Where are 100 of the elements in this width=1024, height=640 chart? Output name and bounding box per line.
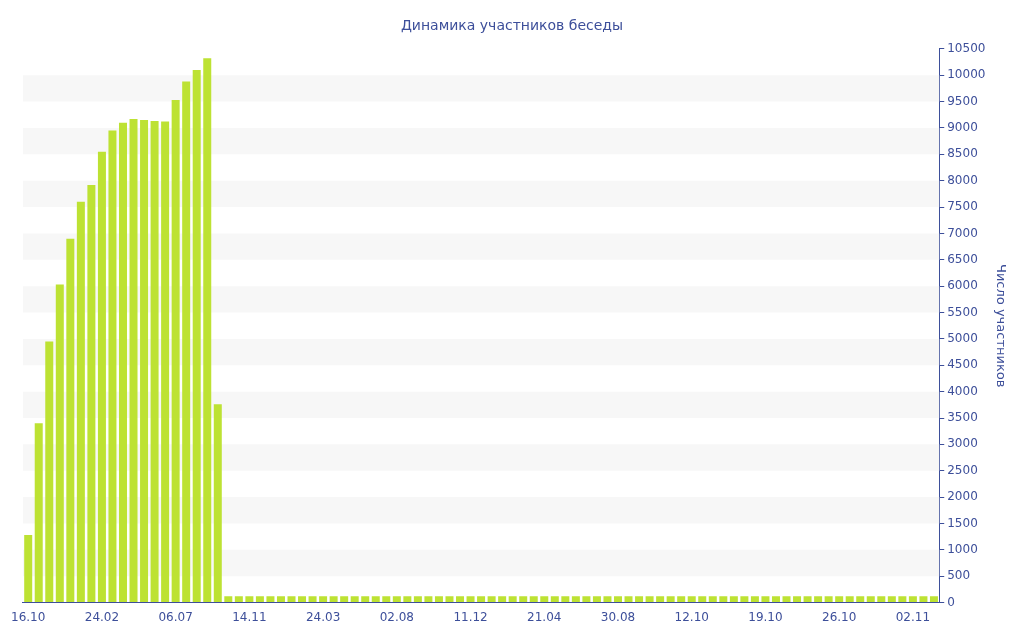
bar — [477, 596, 486, 603]
y-tick-label: 7500 — [947, 199, 978, 214]
bar — [245, 596, 254, 603]
bar — [287, 596, 296, 603]
bar — [234, 596, 243, 603]
x-tick-label: 06.07 — [158, 609, 193, 624]
y-tick-label: 6500 — [947, 251, 978, 266]
bar — [835, 596, 844, 603]
bar — [908, 596, 917, 603]
bar — [719, 596, 728, 603]
bar — [677, 596, 686, 603]
bar — [793, 596, 802, 603]
bar — [445, 596, 454, 603]
bar — [582, 596, 591, 603]
bar — [898, 596, 907, 603]
bar — [666, 596, 675, 603]
bar — [624, 596, 633, 603]
x-tick-label: 02.08 — [379, 609, 414, 624]
y-tick-label: 4000 — [947, 383, 978, 398]
y-tick-label: 7000 — [947, 225, 978, 240]
bar — [550, 596, 559, 603]
bar — [814, 596, 823, 603]
y-tick-label: 500 — [947, 568, 971, 583]
bar — [645, 596, 654, 603]
bar — [919, 596, 928, 603]
bar — [750, 596, 759, 603]
bar — [561, 596, 570, 603]
bar — [782, 596, 791, 603]
bar — [508, 596, 517, 603]
bar — [308, 596, 317, 603]
bar — [340, 596, 349, 603]
y-tick-label: 10500 — [947, 40, 986, 55]
x-tick-label: 02.11 — [895, 609, 931, 624]
bar — [877, 596, 886, 603]
bar — [603, 596, 612, 603]
y-axis-title: Число участников — [993, 264, 1009, 388]
x-tick-label: 30.08 — [600, 609, 636, 624]
bar — [329, 596, 338, 603]
bar — [635, 596, 644, 603]
bar — [845, 596, 854, 603]
bar — [55, 284, 64, 603]
bar — [182, 81, 191, 603]
y-tick-label: 2500 — [947, 462, 978, 477]
bar — [66, 238, 75, 603]
bar — [403, 596, 412, 603]
x-tick-label: 16.10 — [11, 609, 46, 624]
bar — [224, 596, 233, 603]
x-tick-label: 24.02 — [84, 609, 120, 624]
x-tick-label: 21.04 — [527, 609, 562, 624]
bar — [203, 58, 212, 603]
bar — [529, 596, 538, 603]
bar — [371, 596, 380, 603]
bar — [434, 596, 443, 603]
bar — [466, 596, 475, 603]
chart-title: Динамика участников беседы — [400, 17, 624, 34]
bar — [540, 596, 549, 603]
bar — [97, 151, 106, 603]
bar — [319, 596, 328, 603]
y-tick-label: 5500 — [947, 304, 978, 319]
bar — [424, 596, 433, 603]
bar — [192, 69, 201, 603]
bar — [87, 184, 96, 603]
x-tick-label: 12.10 — [674, 609, 709, 624]
bar — [140, 120, 149, 603]
bar — [118, 122, 127, 603]
bar — [298, 596, 307, 603]
bar — [213, 404, 222, 603]
bar — [708, 596, 717, 603]
bar — [761, 596, 770, 603]
bar — [887, 596, 896, 603]
bar — [498, 596, 507, 603]
y-tick-label: 9000 — [947, 120, 978, 135]
bar — [76, 201, 85, 603]
bar — [150, 121, 159, 603]
bar — [361, 596, 370, 603]
y-tick-label: 2000 — [947, 489, 978, 504]
y-tick-label: 8500 — [947, 146, 978, 161]
x-tick-label: 19.10 — [748, 609, 783, 624]
bar — [687, 596, 696, 603]
bar — [571, 596, 580, 603]
bar — [614, 596, 622, 603]
bar — [929, 596, 938, 603]
bar — [592, 596, 601, 603]
bar — [771, 596, 780, 603]
bar — [45, 341, 54, 603]
bar — [803, 596, 812, 603]
y-tick-label: 3500 — [947, 410, 978, 425]
bar — [161, 121, 170, 603]
y-tick-label: 5000 — [947, 331, 978, 346]
bar — [698, 596, 707, 603]
y-tick-label: 6000 — [947, 278, 978, 293]
bar — [129, 118, 138, 603]
bar — [34, 423, 43, 603]
bar — [266, 596, 275, 603]
bar — [413, 596, 422, 603]
bar — [656, 596, 665, 603]
bar — [866, 596, 875, 603]
y-tick-label: 9500 — [947, 93, 978, 108]
y-tick-label: 8000 — [947, 172, 978, 187]
x-tick-label: 24.03 — [305, 609, 341, 624]
